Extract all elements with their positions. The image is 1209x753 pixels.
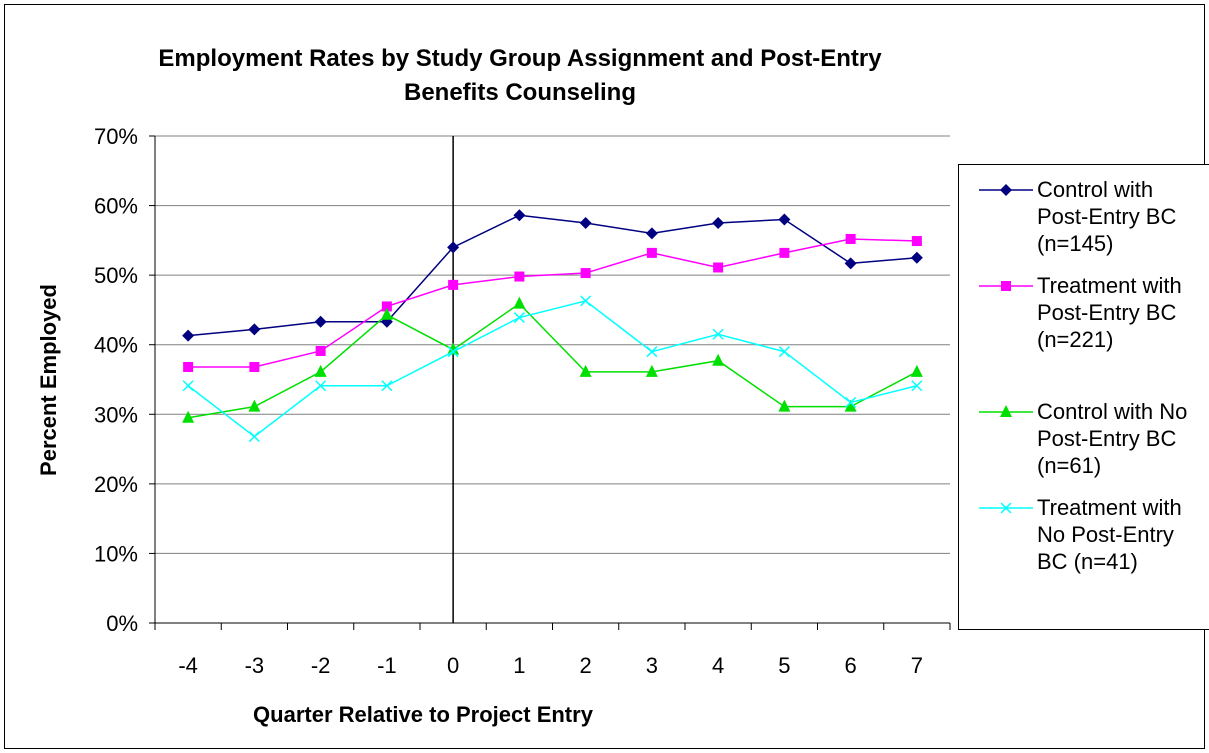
series-line [187,300,918,438]
legend: Control with Post-Entry BC (n=145) Treatm… [958,164,1209,630]
chart-title: Employment Rates by Study Group Assignme… [158,45,882,106]
x-tick-label: 4 [712,653,724,678]
y-tick-label: 40% [94,333,138,358]
x-tick-label: -4 [178,653,198,678]
series-line [188,214,917,337]
y-tick-label: 10% [94,541,138,566]
legend-swatch [979,502,1033,514]
marker [646,247,657,258]
legend-swatch [979,405,1033,417]
marker [182,329,195,342]
marker [580,268,591,279]
marker [712,353,725,366]
x-tick-label: 0 [447,653,459,678]
x-tick-label: -3 [245,653,265,678]
marker [579,364,592,377]
marker [779,247,790,258]
marker [845,233,856,244]
y-tick-label: 70% [94,124,138,149]
y-tick-label: 60% [94,194,138,219]
y-axis-label: Percent Employed [36,284,61,476]
marker [645,364,658,377]
legend-label: Treatment with Post-Entry BC (n=221) [1037,273,1182,352]
marker [579,216,592,229]
marker [911,236,922,247]
marker [778,399,791,412]
series-line [188,238,917,368]
marker [315,380,327,392]
marker [314,364,327,377]
x-tick-label: 2 [580,653,592,678]
marker [1001,281,1011,291]
marker [381,301,392,312]
legend-label: Control with Post-Entry BC (n=145) [1037,177,1177,256]
marker [183,361,194,372]
marker [844,399,857,412]
marker [910,251,923,264]
marker [447,346,459,358]
marker [713,262,724,273]
marker [712,328,724,340]
x-tick-label: 5 [778,653,790,678]
marker [380,307,393,320]
marker [248,323,261,336]
series-line [188,302,918,419]
marker [513,296,526,309]
legend-swatch [979,184,1033,196]
marker [314,315,327,328]
x-tick-label: 1 [513,653,525,678]
marker [910,364,923,377]
marker [778,346,790,358]
x-tick-label: -1 [377,653,397,678]
x-tick-label: 7 [911,653,923,678]
marker [778,213,791,226]
marker [513,312,525,324]
marker [448,279,459,290]
marker [182,410,195,423]
marker [1000,405,1012,417]
marker [381,380,393,392]
marker [1000,184,1012,196]
x-tick-label: -2 [311,653,331,678]
y-tick-label: 30% [94,402,138,427]
marker [447,342,460,355]
marker [845,396,857,408]
marker [182,380,194,392]
y-tick-label: 20% [94,472,138,497]
legend-swatch [979,281,1033,291]
marker [249,361,260,372]
marker [315,345,326,356]
marker [248,431,260,443]
legend-label: Treatment with No Post-Entry BC (n=41) [1037,495,1182,574]
marker [513,209,526,222]
marker [514,271,525,282]
y-tick-label: 0% [106,611,138,636]
marker [911,380,923,392]
x-tick-label: 6 [845,653,857,678]
marker [580,295,592,307]
x-tick-label: 3 [646,653,658,678]
marker [248,399,261,412]
legend-label: Control with No Post-Entry BC (n=61) [1037,399,1188,478]
marker [447,241,460,254]
marker [712,216,725,229]
marker [645,227,658,240]
marker [844,257,857,270]
x-axis-label: Quarter Relative to Project Entry [253,702,594,727]
marker [646,346,658,358]
y-tick-label: 50% [94,263,138,288]
marker [1000,502,1012,514]
